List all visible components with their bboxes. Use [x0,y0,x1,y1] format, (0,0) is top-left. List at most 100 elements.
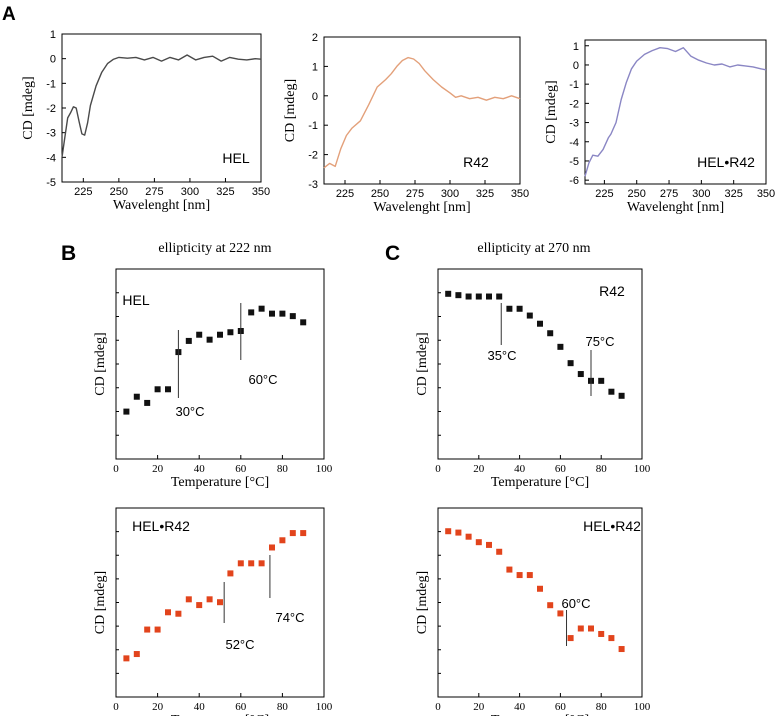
x-tick-label: 80 [277,701,289,713]
x-axis-label: Temperature [°C] [491,475,589,490]
data-point [618,392,625,399]
data-point [567,635,574,642]
data-point [608,388,615,395]
y-tick-label: -1 [569,79,579,91]
data-point [217,599,223,606]
transition-label: 74°C [275,610,304,625]
data-point [537,585,543,592]
series-label: R42 [599,283,625,299]
data-point [506,305,513,312]
series-label: HEL [222,150,249,166]
data-point [486,541,492,548]
data-point [269,544,275,551]
data-point [185,337,192,344]
x-tick-label: 300 [441,188,459,200]
x-tick-label: 40 [514,701,526,713]
y-axis-label: CD [mdeg] [93,571,108,634]
data-point [465,293,472,300]
x-tick-label: 0 [113,463,119,475]
charts-layer: 225 250 275 300 325 350 1 0 -1 -2 -3 -4 -5 Wavelenght… [21,29,775,716]
data-point [154,386,161,393]
data-point [300,319,307,326]
data-point [598,377,605,384]
y-tick-label: -3 [46,128,56,140]
y-axis-label: CD [mdeg] [544,80,559,143]
spectrum-line [61,54,262,158]
chart-frame [323,36,521,185]
data-point [206,596,213,603]
y-axis-label: CD [mdeg] [415,332,430,395]
data-point [144,626,151,633]
x-tick-label: 350 [252,186,270,198]
x-tick-label: 225 [595,188,613,200]
data-point [547,330,554,337]
data-point [557,610,564,617]
panel-c-title: ellipticity at 270 nm [477,241,590,256]
chart-b1: 0 20 40 60 80 100 Temperature [°C] CD [mdeg] HEL… [93,268,333,490]
data-point [496,293,503,300]
x-tick-label: 40 [194,701,206,713]
transition-label: 30°C [175,404,204,419]
x-tick-label: 60 [235,463,247,475]
x-tick-label: 0 [435,463,441,475]
data-point [577,371,584,378]
x-tick-label: 300 [181,186,199,198]
data-point [618,646,625,653]
data-point [516,305,523,312]
x-tick-label: 20 [473,463,485,475]
data-point [486,293,492,300]
data-point [289,313,296,320]
data-point [445,290,452,297]
x-tick-label: 100 [316,701,333,713]
y-tick-label: -5 [569,156,579,168]
data-point [133,393,140,400]
chart-a1: 225 250 275 300 325 350 1 0 -1 -2 -3 -4 -5 Wavelenght… [21,29,270,213]
data-point [465,533,472,540]
x-axis-label: Temperature [°C] [171,475,269,490]
x-tick-label: 40 [514,463,526,475]
data-point [289,530,296,537]
x-tick-label: 350 [757,188,775,200]
data-point [588,625,594,632]
x-tick-label: 275 [406,188,424,200]
y-tick-label: 0 [312,91,318,103]
x-tick-label: 60 [555,463,567,475]
chart-frame [584,39,767,185]
data-point [475,539,482,546]
data-point [598,630,605,637]
data-point [133,651,140,658]
y-axis-label: CD [mdeg] [93,332,108,395]
panel-a-letter: A [2,4,16,25]
x-tick-label: 275 [145,186,163,198]
x-axis-label: Wavelenght [nm] [627,200,724,215]
x-tick-label: 20 [152,463,164,475]
data-point [258,560,265,567]
data-point [516,572,523,579]
x-tick-label: 325 [216,186,234,198]
y-tick-label: 2 [312,32,318,44]
y-tick-label: 1 [312,61,318,73]
x-tick-label: 350 [511,188,529,200]
data-point [557,343,564,350]
data-point [526,572,533,579]
panel-b-title: ellipticity at 222 nm [158,241,271,256]
data-point [445,528,452,535]
y-tick-label: -2 [308,150,318,162]
y-tick-label: 1 [50,29,56,41]
x-tick-label: 275 [660,188,678,200]
data-point [217,331,223,338]
x-tick-label: 225 [74,186,92,198]
data-point [227,570,234,577]
chart-c1: 0 20 40 60 80 100 Temperature [°C] CD [mdeg] R42… [415,268,651,490]
spectrum-line [584,47,767,177]
x-tick-label: 80 [596,463,608,475]
series-label: HEL [122,292,149,308]
data-point [567,360,574,367]
series-label: HEL•R42 [132,518,190,534]
data-point [279,537,286,544]
data-point [175,610,182,617]
x-tick-label: 250 [110,186,128,198]
x-axis-label: Temperature [°C] [171,713,269,716]
data-point [455,529,462,536]
data-point [227,329,234,336]
